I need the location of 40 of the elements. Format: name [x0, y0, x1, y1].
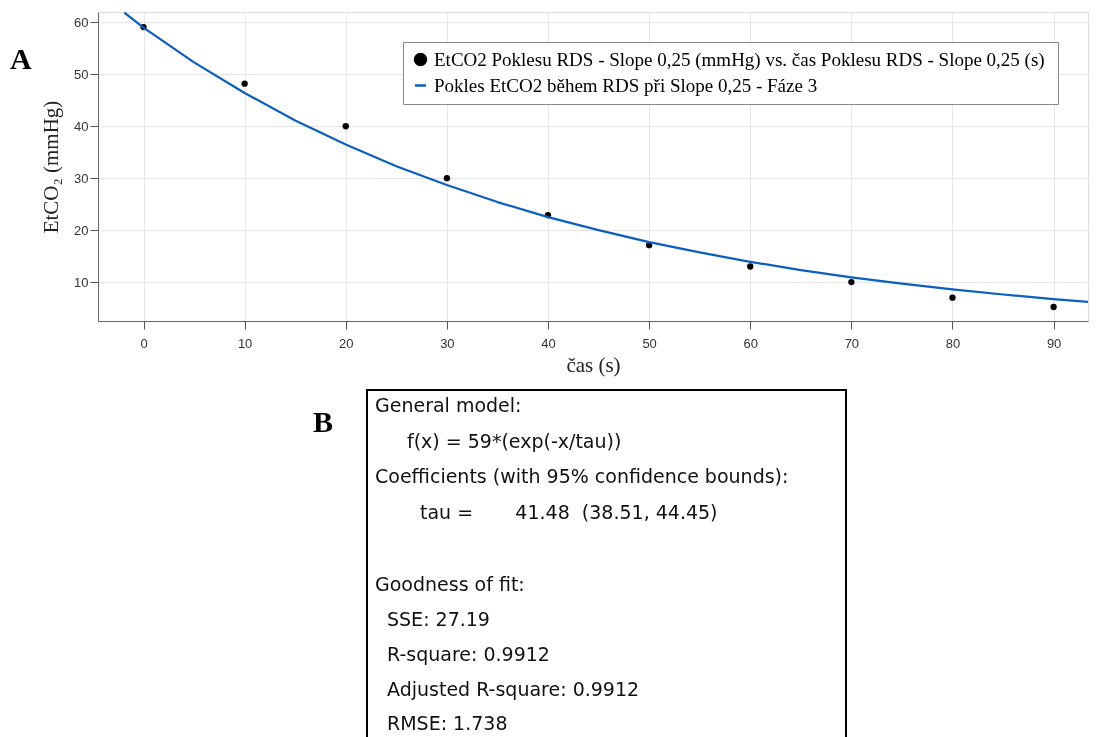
- point: [747, 263, 754, 270]
- x-tick-label: 80: [945, 335, 961, 351]
- y-tick-label: 20: [74, 222, 89, 238]
- x-axis-title: čas (s): [566, 352, 621, 377]
- x-tick-label: 50: [642, 335, 657, 351]
- y-tick-label: 60: [74, 14, 89, 30]
- y-tick-label: 40: [74, 118, 89, 134]
- x-tick-label: 0: [140, 335, 148, 351]
- y-tick-label: 30: [74, 170, 89, 186]
- legend-label: Pokles EtCO2 během RDS při Slope 0,25 - Fáze 3: [434, 74, 818, 96]
- text: Coefficients (with 95% confidence bounds):: [375, 465, 789, 487]
- text: Adjusted R-square: 0.9912: [387, 678, 640, 700]
- x-tick-label: 30: [440, 335, 455, 351]
- point: [1050, 303, 1057, 311]
- text: RMSE: 1.738: [387, 712, 508, 734]
- text: SSE: 27.19: [387, 608, 490, 630]
- x-tick-label: 40: [541, 335, 556, 351]
- point: [848, 278, 855, 286]
- point: [241, 80, 248, 87]
- text: R-square: 0.9912: [387, 643, 550, 665]
- point: [342, 123, 349, 130]
- x-tick-label: 10: [237, 335, 253, 351]
- text: Goodness of fit:: [375, 573, 525, 595]
- y-tick-label: 50: [74, 66, 89, 82]
- line-series: [123, 12, 1088, 303]
- text: A: [10, 42, 32, 75]
- point: [949, 294, 956, 301]
- point: [443, 175, 451, 182]
- x-tick-label: 70: [844, 335, 860, 351]
- y-tick-label: 10: [74, 274, 89, 290]
- text: tau = 41.48 (38.51, 44.45): [420, 501, 718, 523]
- legend-label: EtCO2 Poklesu RDS - Slope 0,25 (mmHg) vs. čas Poklesu RDS - Slope 0,25 (s): [434, 48, 1045, 71]
- text: f(x) = 59*(exp(-x/tau)): [407, 430, 622, 452]
- point: [645, 242, 653, 249]
- y-axis-title: EtCO₂ (mmHg): [39, 100, 64, 234]
- x-tick-label: 20: [339, 335, 354, 351]
- text: B: [313, 405, 334, 438]
- text: General model:: [375, 394, 522, 416]
- x-tick-label: 60: [743, 335, 758, 351]
- x-tick-label: 90: [1046, 335, 1062, 351]
